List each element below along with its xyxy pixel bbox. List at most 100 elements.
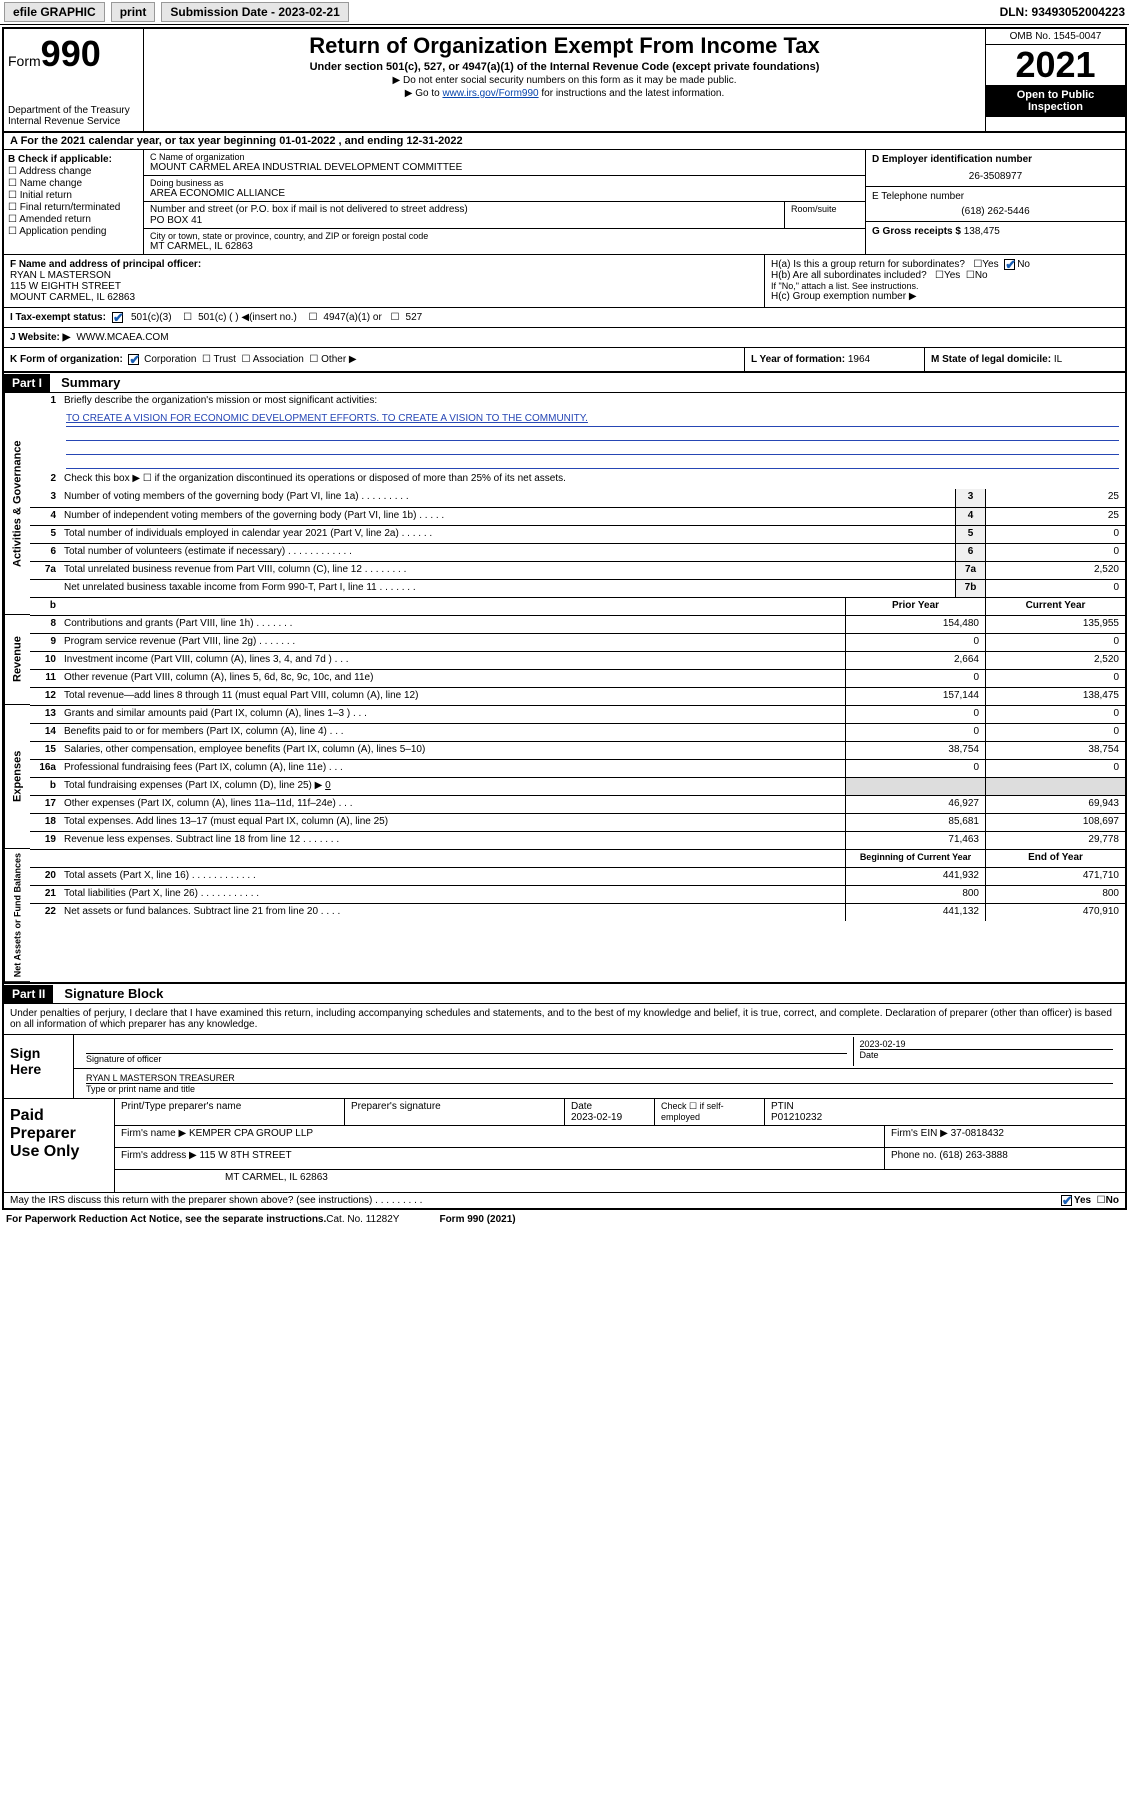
chk-initial-return[interactable]: ☐ Initial return: [8, 190, 139, 201]
website-row: J Website: ▶ WWW.MCAEA.COM: [4, 328, 1125, 348]
line22-prior: 441,132: [845, 904, 985, 921]
line20-num: 20: [30, 868, 60, 885]
line9-desc: Program service revenue (Part VIII, line…: [60, 634, 845, 651]
hb-yes[interactable]: Yes: [944, 270, 960, 281]
officer-label: F Name and address of principal officer:: [10, 259, 201, 270]
phone-value: (618) 262-5446: [872, 206, 1119, 217]
efile-label: efile GRAPHIC: [4, 2, 105, 22]
l-value: 1964: [848, 354, 870, 365]
dba-value: AREA ECONOMIC ALLIANCE: [150, 188, 859, 199]
irs-label: Internal Revenue Service: [8, 116, 139, 127]
expenses-section: Expenses 13 Grants and similar amounts p…: [4, 705, 1125, 849]
k-other: Other ▶: [321, 354, 356, 365]
line22-desc: Net assets or fund balances. Subtract li…: [60, 904, 845, 921]
part2-title: Signature Block: [56, 984, 171, 1003]
officer-group-row: F Name and address of principal officer:…: [4, 255, 1125, 308]
top-bar: efile GRAPHIC print Submission Date - 20…: [0, 0, 1129, 25]
chk-final-return[interactable]: ☐ Final return/terminated: [8, 202, 139, 213]
line14-curr: 0: [985, 724, 1125, 741]
check-applicable: B Check if applicable: ☐ Address change …: [4, 150, 144, 254]
part2-badge: Part II: [4, 985, 53, 1003]
submission-date-label: Submission Date - 2023-02-21: [161, 2, 348, 22]
line12-prior: 157,144: [845, 688, 985, 705]
hb-note: If "No," attach a list. See instructions…: [771, 281, 1119, 291]
period-row: A For the 2021 calendar year, or tax yea…: [4, 133, 1125, 150]
ha-no: No: [1017, 259, 1030, 270]
part1-title: Summary: [53, 373, 128, 392]
website-label: J Website: ▶: [10, 332, 70, 343]
form-number: Form990: [8, 33, 139, 75]
ptin-label: PTIN: [771, 1101, 1119, 1112]
status-label: I Tax-exempt status:: [10, 312, 106, 323]
instructions-link[interactable]: www.irs.gov/Form990: [442, 88, 538, 99]
discuss-row: May the IRS discuss this return with the…: [4, 1192, 1125, 1208]
line11-num: 11: [30, 670, 60, 687]
prep-name-label: Print/Type preparer's name: [121, 1101, 338, 1112]
inspection-line1: Open to Public: [988, 89, 1123, 101]
dln-label: DLN: 93493052004223: [1000, 5, 1125, 19]
city-value: MT CARMEL, IL 62863: [150, 241, 859, 252]
room-suite-label: Room/suite: [785, 202, 865, 228]
line9-curr: 0: [985, 634, 1125, 651]
chk-name-change[interactable]: ☐ Name change: [8, 178, 139, 189]
line21-curr: 800: [985, 886, 1125, 903]
form-word: Form: [8, 53, 41, 69]
line10-curr: 2,520: [985, 652, 1125, 669]
line20-desc: Total assets (Part X, line 16) . . . . .…: [60, 868, 845, 885]
line13-curr: 0: [985, 706, 1125, 723]
mission-blank3: [66, 455, 1119, 469]
l-label: L Year of formation:: [751, 354, 845, 365]
part2-header-row: Part II Signature Block: [4, 982, 1125, 1004]
line17-desc: Other expenses (Part IX, column (A), lin…: [60, 796, 845, 813]
chk-corporation[interactable]: [128, 354, 139, 365]
line19-desc: Revenue less expenses. Subtract line 18 …: [60, 832, 845, 849]
m-value: IL: [1054, 354, 1062, 365]
ha-yes[interactable]: Yes: [982, 259, 998, 270]
line7a-val: 2,520: [985, 562, 1125, 579]
hb-no[interactable]: No: [975, 270, 988, 281]
chk-501c3[interactable]: [112, 312, 123, 323]
line5-num: 5: [30, 526, 60, 543]
print-button[interactable]: print: [111, 2, 156, 22]
chk-address-change[interactable]: ☐ Address change: [8, 166, 139, 177]
firm-ein: 37-0818432: [951, 1128, 1004, 1139]
line16b-desc: Total fundraising expenses (Part IX, col…: [60, 778, 845, 795]
mission-blank1: [66, 427, 1119, 441]
status-4947: 4947(a)(1) or: [323, 312, 381, 323]
sig-officer-label: Signature of officer: [86, 1054, 161, 1064]
firm-addr-label: Firm's address ▶: [121, 1150, 197, 1161]
form-title: Return of Organization Exempt From Incom…: [152, 33, 977, 59]
hb-label: H(b) Are all subordinates included?: [771, 270, 927, 281]
line5-val: 0: [985, 526, 1125, 543]
line18-prior: 85,681: [845, 814, 985, 831]
line14-prior: 0: [845, 724, 985, 741]
line10-num: 10: [30, 652, 60, 669]
discuss-yes-checkbox[interactable]: [1061, 1195, 1072, 1206]
firm-name-label: Firm's name ▶: [121, 1128, 186, 1139]
line7b-box: 7b: [955, 580, 985, 597]
ha-no-checkbox[interactable]: [1004, 259, 1015, 270]
line3-num: 3: [30, 489, 60, 507]
line15-curr: 38,754: [985, 742, 1125, 759]
col-d: D Employer identification number 26-3508…: [865, 150, 1125, 254]
line13-prior: 0: [845, 706, 985, 723]
officer-name: RYAN L MASTERSON: [10, 270, 111, 281]
ptin-value: P01210232: [771, 1112, 1119, 1123]
line11-curr: 0: [985, 670, 1125, 687]
line18-desc: Total expenses. Add lines 13–17 (must eq…: [60, 814, 845, 831]
chk-app-pending[interactable]: ☐ Application pending: [8, 226, 139, 237]
discuss-no[interactable]: No: [1106, 1195, 1119, 1206]
omb-number: OMB No. 1545-0047: [986, 29, 1125, 45]
firm-addr2: MT CARMEL, IL 62863: [225, 1172, 328, 1183]
street-value: PO BOX 41: [150, 215, 778, 226]
prep-self-employed[interactable]: Check ☐ if self-employed: [655, 1099, 765, 1125]
bottom-footer: For Paperwork Reduction Act Notice, see …: [0, 1212, 1129, 1227]
side-expenses: Expenses: [4, 705, 30, 849]
org-name-label: C Name of organization: [150, 152, 859, 162]
status-527: 527: [406, 312, 423, 323]
line18-num: 18: [30, 814, 60, 831]
chk-amended[interactable]: ☐ Amended return: [8, 214, 139, 225]
line3-desc: Number of voting members of the governin…: [60, 489, 955, 507]
line16b-num: b: [30, 778, 60, 795]
eoy-header: End of Year: [985, 850, 1125, 867]
